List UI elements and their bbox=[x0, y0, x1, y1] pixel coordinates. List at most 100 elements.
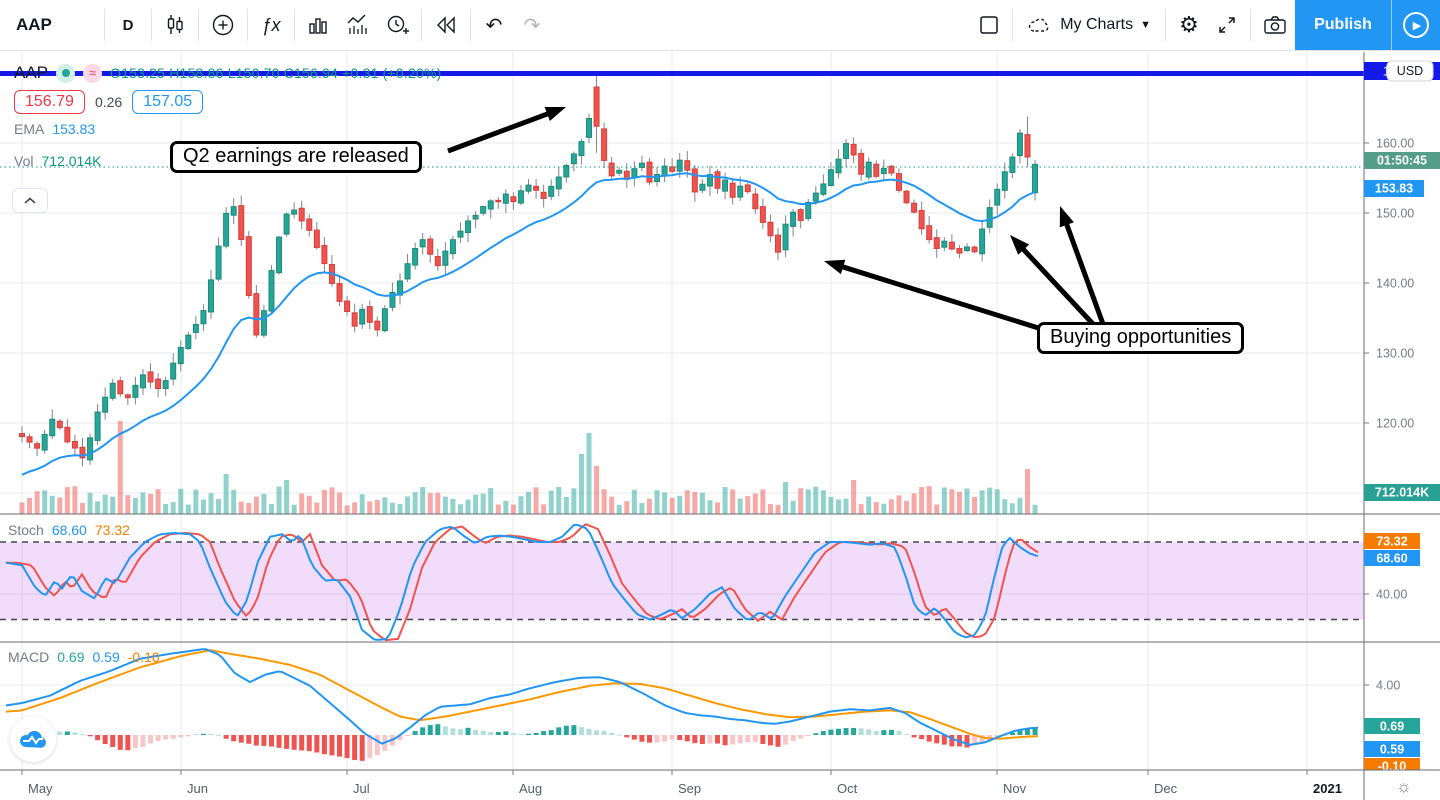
time-axis-label: Nov bbox=[1003, 781, 1027, 796]
stoch-k-line bbox=[5, 523, 1039, 641]
price-axis[interactable]: 160.00 150.00 140.00 130.00 120.00 40.00 4.00 bbox=[1364, 137, 1414, 693]
replay-button[interactable] bbox=[426, 6, 466, 44]
bid-ask-row: 156.79 0.26 157.05 bbox=[14, 90, 204, 114]
svg-text:4.00: 4.00 bbox=[1376, 679, 1400, 693]
svg-text:0.69: 0.69 bbox=[1380, 720, 1404, 734]
tradingview-logo-button[interactable] bbox=[10, 716, 56, 762]
my-charts-label: My Charts bbox=[1060, 16, 1134, 33]
layout-square-icon bbox=[980, 16, 998, 34]
ohlc-values: O153.25 H158.86 L150.70 C156.94 +0.31 (+… bbox=[110, 65, 442, 81]
currency-button[interactable] bbox=[1386, 60, 1434, 82]
axis-settings-sun-icon[interactable]: ☼ bbox=[1396, 777, 1412, 796]
axis-label-chip bbox=[1364, 180, 1424, 197]
redo-button[interactable]: ↷ bbox=[513, 6, 551, 44]
chart-style-button[interactable] bbox=[156, 6, 194, 44]
svg-text:150.00: 150.00 bbox=[1376, 207, 1414, 221]
separator bbox=[247, 9, 248, 41]
separator bbox=[421, 9, 422, 41]
horizontal-price-line[interactable] bbox=[0, 71, 1364, 76]
sell-button[interactable]: 156.79 bbox=[14, 90, 85, 114]
chart-area[interactable]: 160.00150.00140.00130.00120.0040.004.001… bbox=[0, 51, 1440, 800]
rewind-icon bbox=[437, 16, 455, 34]
fx-icon: ƒx bbox=[261, 14, 281, 35]
ema-legend[interactable]: EMA 153.83 bbox=[14, 121, 95, 137]
series-legend[interactable]: AAP ≈ O153.25 H158.86 L150.70 C156.94 +0… bbox=[14, 63, 441, 83]
forecast-button[interactable] bbox=[337, 6, 377, 44]
svg-text:153.83: 153.83 bbox=[1375, 182, 1413, 196]
svg-text:712.014K: 712.014K bbox=[1375, 486, 1429, 500]
axis-label-chip bbox=[1364, 550, 1420, 566]
candlestick-series bbox=[19, 70, 1039, 467]
layout-button[interactable] bbox=[970, 6, 1008, 44]
chevron-down-icon: ▼ bbox=[1140, 19, 1151, 31]
vol-value: 712.014K bbox=[41, 153, 102, 169]
stoch-label: Stoch bbox=[8, 522, 44, 538]
macd-value: 0.59 bbox=[92, 649, 120, 665]
camera-icon bbox=[1264, 16, 1286, 34]
volume-legend[interactable]: Vol 712.014K bbox=[14, 153, 101, 169]
top-toolbar: AAP D ƒx bbox=[0, 0, 1440, 51]
macd-hist-value: 0.69 bbox=[57, 649, 85, 665]
ema-line bbox=[21, 172, 1036, 476]
time-axis[interactable] bbox=[0, 770, 1440, 800]
tradingview-cloud-icon bbox=[20, 730, 46, 748]
undo-icon: ↶ bbox=[485, 14, 503, 37]
svg-text:01:50:45: 01:50:45 bbox=[1377, 154, 1427, 168]
buy-button[interactable]: 157.05 bbox=[132, 90, 204, 114]
indicators-button[interactable]: ƒx bbox=[252, 6, 290, 44]
settings-button[interactable]: ⚙ bbox=[1170, 6, 1208, 44]
templates-button[interactable] bbox=[299, 6, 337, 44]
macd-legend[interactable]: MACD 0.69 0.59 -0.10 bbox=[8, 649, 160, 665]
time-axis-label: May bbox=[28, 781, 53, 796]
compare-button[interactable] bbox=[203, 6, 243, 44]
chevron-up-icon bbox=[24, 196, 36, 204]
publish-menu-button[interactable]: ▶ bbox=[1391, 0, 1440, 50]
ema-value: 153.83 bbox=[52, 121, 96, 137]
notes-wave-icon: ≈ bbox=[83, 63, 103, 83]
annotation-q2-earnings[interactable]: Q2 earnings are released bbox=[170, 141, 422, 173]
interval-button[interactable]: D bbox=[122, 16, 134, 34]
alert-button[interactable] bbox=[377, 6, 417, 44]
separator bbox=[104, 9, 105, 41]
separator bbox=[470, 9, 471, 41]
svg-text:68.60: 68.60 bbox=[1376, 552, 1407, 566]
axis-label-chip bbox=[1364, 152, 1440, 169]
volume-bars bbox=[19, 421, 1038, 514]
time-axis-label: Sep bbox=[678, 781, 701, 796]
separator bbox=[151, 9, 152, 41]
svg-text:73.32: 73.32 bbox=[1376, 535, 1407, 549]
separator bbox=[294, 9, 295, 41]
annotation-buying-opportunities[interactable]: Buying opportunities bbox=[1037, 322, 1245, 354]
macd-label: MACD bbox=[8, 649, 50, 665]
legend-symbol: AAP bbox=[14, 63, 49, 82]
market-status-icon bbox=[56, 63, 76, 83]
axis-label-chip bbox=[1364, 484, 1440, 501]
publish-button[interactable]: Publish bbox=[1295, 0, 1391, 50]
undo-button[interactable]: ↶ bbox=[475, 6, 513, 44]
snapshot-button[interactable] bbox=[1255, 6, 1295, 44]
symbol-search-button[interactable]: AAP bbox=[16, 15, 52, 34]
gear-icon: ⚙ bbox=[1179, 12, 1199, 37]
legend-collapse-button[interactable] bbox=[12, 188, 48, 213]
separator bbox=[1012, 9, 1014, 41]
play-icon: ▶ bbox=[1403, 12, 1429, 38]
fullscreen-button[interactable] bbox=[1208, 6, 1246, 44]
alarm-clock-plus-icon bbox=[387, 15, 409, 34]
chart-canvas[interactable]: 160.00150.00140.00130.00120.0040.004.001… bbox=[0, 51, 1440, 800]
separator bbox=[198, 9, 199, 41]
axis-label-chip bbox=[1364, 718, 1420, 734]
time-axis-label: Aug bbox=[519, 781, 542, 796]
bar-chart-icon bbox=[309, 18, 327, 34]
separator bbox=[1250, 9, 1251, 41]
my-charts-button[interactable]: My Charts ▼ bbox=[1017, 6, 1161, 44]
svg-text:160.00: 160.00 bbox=[1376, 137, 1414, 151]
macd-signal-line bbox=[5, 649, 1039, 740]
stoch-legend[interactable]: Stoch 68.60 73.32 bbox=[8, 522, 130, 538]
annotation-arrows[interactable] bbox=[447, 106, 1106, 334]
axis-label-chip bbox=[1364, 533, 1420, 549]
time-axis-label: Dec bbox=[1154, 781, 1178, 796]
time-axis-label: Oct bbox=[837, 781, 858, 796]
svg-text:40.00: 40.00 bbox=[1376, 588, 1407, 602]
macd-signal-value: -0.10 bbox=[127, 649, 160, 665]
